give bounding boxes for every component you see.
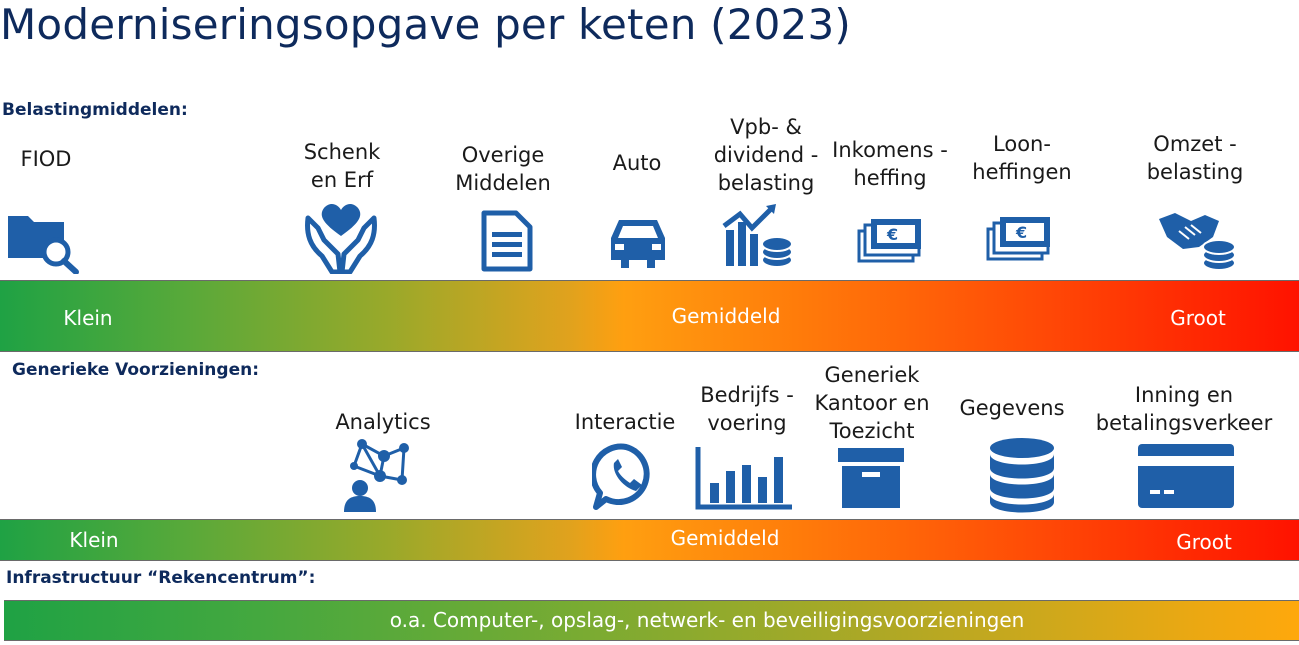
car-icon xyxy=(607,214,669,268)
section-heading-generieke-voorzieningen: Generieke Voorzieningen: xyxy=(12,360,260,380)
scale-label-gemiddeld: Gemiddeld xyxy=(670,526,780,550)
label-schenk-en-erf: Schenk en Erf xyxy=(303,140,381,192)
section-heading-belastingmiddelen: Belastingmiddelen: xyxy=(2,100,188,120)
label-inning-betalingsverkeer: Inning en betalingsverkeer xyxy=(1095,383,1273,435)
label-omzetbelasting: Omzet - belasting xyxy=(1146,132,1244,184)
label-loonheffingen: Loon- heffingen xyxy=(972,132,1072,184)
page-title: Moderniseringsopgave per keten (2023) xyxy=(0,0,851,49)
infra-bar xyxy=(4,600,1299,641)
scale-bar-generieke-voorzieningen xyxy=(0,519,1299,561)
label-vpb-dividend: Vpb- & dividend - belasting xyxy=(713,115,819,195)
label-bedrijfsvoering: Bedrijfs - voering xyxy=(700,383,794,435)
scale-bar-belastingmiddelen xyxy=(0,280,1299,352)
scale-label-groot: Groot xyxy=(1170,306,1226,330)
scale-label-klein: Klein xyxy=(63,306,113,330)
archive-box-icon xyxy=(838,448,904,508)
hands-heart-icon xyxy=(304,198,378,274)
bar-chart-icon xyxy=(694,445,794,511)
label-overige-middelen: Overige Middelen xyxy=(455,143,551,195)
document-icon xyxy=(481,210,533,272)
chart-coins-icon xyxy=(722,200,794,270)
scale-label-groot: Groot xyxy=(1176,530,1232,554)
credit-card-icon xyxy=(1138,444,1234,508)
euro-banknotes-icon: € xyxy=(857,217,923,265)
folder-search-icon xyxy=(6,210,80,274)
label-analytics: Analytics xyxy=(335,410,431,434)
section-heading-infrastructuur: Infrastructuur “Rekencentrum”: xyxy=(6,568,316,588)
svg-text:€: € xyxy=(886,225,898,244)
svg-text:€: € xyxy=(1015,223,1027,242)
network-person-icon xyxy=(340,436,412,512)
database-icon xyxy=(989,438,1055,514)
label-inkomensheffing: Inkomens - heffing xyxy=(832,138,948,190)
scale-label-klein: Klein xyxy=(69,528,119,552)
handshake-coins-icon xyxy=(1157,207,1237,271)
scale-label-gemiddeld: Gemiddeld xyxy=(671,304,781,328)
infra-bar-text: o.a. Computer-, opslag-, netwerk- en bev… xyxy=(389,608,1025,632)
label-generiek-kantoor: Generiek Kantoor en Toezicht xyxy=(814,363,930,443)
whatsapp-icon xyxy=(592,443,660,511)
label-fiod: FIOD xyxy=(20,147,72,171)
label-interactie: Interactie xyxy=(574,410,676,434)
euro-banknotes-icon: € xyxy=(986,215,1052,263)
label-gegevens: Gegevens xyxy=(959,396,1065,420)
label-auto: Auto xyxy=(612,151,662,175)
